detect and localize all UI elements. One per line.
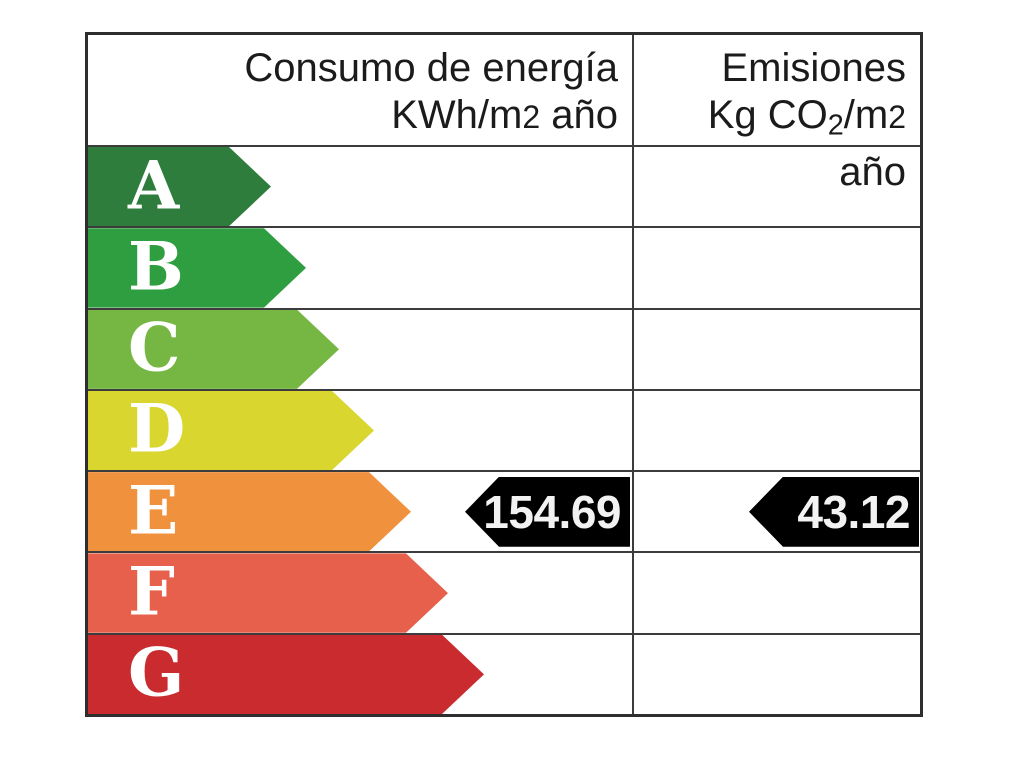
energy-cell-f: F: [88, 551, 634, 633]
energy-value: 154.69: [483, 485, 621, 538]
energy-cell-d: D: [88, 388, 634, 471]
header-emissions-column: Emisiones Kg CO2/m2 año: [634, 35, 920, 194]
rating-bar-f: F: [88, 553, 448, 632]
emissions-cell-b: [634, 226, 920, 307]
emissions-cell-a: [634, 145, 920, 226]
energy-value-marker: 154.69: [465, 476, 630, 547]
rating-letter-a: A: [128, 146, 180, 225]
emissions-value-marker: 43.12: [749, 476, 919, 547]
emissions-cell-f: [634, 551, 920, 632]
emissions-cell-d: [634, 388, 920, 470]
unit-text: Kg CO: [707, 93, 828, 137]
rating-letter-c: C: [128, 308, 181, 387]
rating-bar-g: G: [88, 635, 484, 714]
energy-cell-c: C: [88, 307, 634, 389]
rating-bar-b: B: [88, 228, 306, 307]
unit-text: /m: [843, 93, 889, 137]
header-energy-title: Consumo de energía: [244, 46, 618, 90]
rating-letter-f: F: [128, 552, 175, 631]
rating-letter-b: B: [128, 227, 184, 306]
rating-bar-e: E: [88, 472, 411, 551]
emissions-cell-g: [634, 632, 920, 714]
header-energy-column: Consumo de energía KWh/m2 año: [88, 35, 634, 145]
unit-text: año: [839, 150, 906, 195]
header-energy-units: KWh/m2 año: [88, 92, 618, 141]
energy-rating-table: Consumo de energía KWh/m2 año Emisiones …: [85, 32, 923, 717]
unit-text: año: [540, 93, 618, 137]
energy-cell-g: G: [88, 632, 634, 714]
emissions-value: 43.12: [797, 485, 910, 538]
rating-letter-e: E: [128, 471, 179, 550]
unit-exponent: 2: [888, 99, 906, 135]
rating-bar-a: A: [88, 147, 271, 226]
unit-subscript: 2: [827, 109, 844, 142]
unit-exponent: 2: [522, 99, 541, 135]
unit-text: KWh/m: [391, 93, 523, 137]
emissions-cell-c: [634, 307, 920, 389]
rating-letter-d: D: [128, 390, 186, 469]
rating-letter-g: G: [128, 634, 185, 713]
energy-cell-b: B: [88, 226, 634, 308]
rating-bar-c: C: [88, 310, 339, 389]
emissions-cell-e: 43.12: [634, 470, 920, 551]
header-emissions-title: Emisiones: [721, 46, 906, 90]
energy-cell-e: E 154.69: [88, 470, 634, 552]
rating-bar-d: D: [88, 391, 374, 470]
energy-cell-a: A: [88, 145, 634, 227]
header-emissions-units: Kg CO2/m2 año: [634, 92, 906, 196]
